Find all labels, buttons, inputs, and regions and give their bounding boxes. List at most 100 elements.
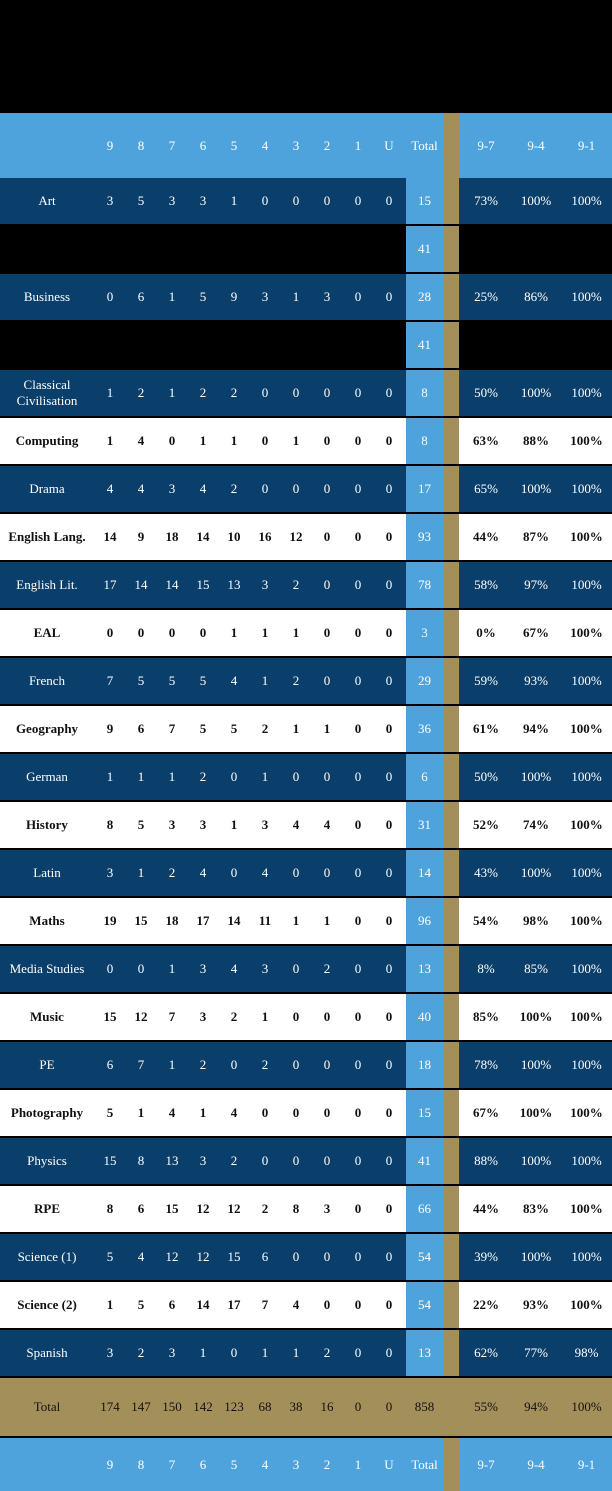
row-grade-8: 7 <box>137 1057 145 1072</box>
row-pct-9-4: 77% <box>524 1345 548 1360</box>
table-row: English Lit. 17 14 14 15 13 3 2 0 0 0 78 58% 97% 100% <box>0 562 612 608</box>
row-grade-7: 4 <box>168 1105 176 1120</box>
row-grade-U: 0 <box>385 1297 393 1312</box>
row-grade-8: 5 <box>137 193 145 208</box>
row-pct-9-1: 100% <box>570 433 603 448</box>
row-subject: Art <box>38 193 56 208</box>
row-pct-9-1: 100% <box>570 1297 603 1312</box>
table-row: Science (1) 5 4 12 12 15 6 0 0 0 0 54 39% 100% 100% <box>0 1234 612 1280</box>
divider-gold <box>443 1282 459 1328</box>
row-grade-7: 14 <box>165 577 179 592</box>
row-pct-9-1: 100% <box>570 817 603 832</box>
row-grade-3: 0 <box>292 769 300 784</box>
divider-gold <box>443 1438 459 1491</box>
row-pct-9-4: 100% <box>520 385 552 400</box>
row-total: 41 <box>406 1138 443 1184</box>
row-pct-9-1: 100% <box>571 193 602 208</box>
row-grade-1: 0 <box>354 577 362 592</box>
row-grade-2: 0 <box>323 1249 331 1264</box>
header-total: Total <box>411 137 438 153</box>
row-grade-8: 4 <box>137 481 145 496</box>
row-pct-9-4: 98% <box>523 913 549 928</box>
row-grade-8: 2 <box>137 385 145 400</box>
row-pct-9-7: 59% <box>474 673 498 688</box>
table-row: Photography 5 1 4 1 4 0 0 0 0 0 15 67% 100% 100% <box>0 1090 612 1136</box>
row-grade-7: 6 <box>168 1297 176 1312</box>
row-total: 15 <box>406 178 443 224</box>
divider-gold <box>443 802 459 848</box>
row-grade-5: 0 <box>230 865 238 880</box>
divider <box>459 113 461 178</box>
totals-grade-U: 0 <box>385 1399 393 1414</box>
divider <box>459 1438 461 1491</box>
row-grade-1: 0 <box>354 913 362 928</box>
table-row: Business 0 6 1 5 9 3 1 3 0 0 28 25% 86% 100% <box>0 274 612 320</box>
divider-gold <box>443 610 459 656</box>
row-grade-9: 7 <box>106 673 114 688</box>
row-grade-6: 5 <box>199 721 207 736</box>
row-grade-2: 0 <box>323 769 331 784</box>
row-grade-4: 1 <box>261 1009 269 1024</box>
row-total: 28 <box>406 274 443 320</box>
row-pct-9-7: 58% <box>474 577 498 592</box>
row-grade-7: 0 <box>168 433 176 448</box>
row-pct-9-7: 85% <box>473 1009 499 1024</box>
header-grade-4: 4 <box>261 1456 269 1472</box>
header-grade-7: 7 <box>168 1456 176 1472</box>
row-subject: Maths <box>29 913 65 928</box>
row-grade-9: 5 <box>106 1249 114 1264</box>
row-pct-9-1: 100% <box>570 721 603 736</box>
table-row-redacted: 41 <box>0 322 612 368</box>
row-subject: English Lang. <box>8 529 86 544</box>
row-subject: Drama <box>29 481 65 496</box>
row-grade-7: 5 <box>168 673 176 688</box>
row-subject: French <box>28 673 66 688</box>
row-grade-U: 0 <box>385 961 393 976</box>
row-grade-U: 0 <box>385 1201 393 1216</box>
row-grade-3: 8 <box>292 1201 300 1216</box>
row-grade-4: 1 <box>261 625 269 640</box>
row-pct-9-7: 39% <box>474 1249 498 1264</box>
row-subject: RPE <box>34 1201 60 1216</box>
header-grade-8: 8 <box>137 137 145 153</box>
row-grade-3: 4 <box>292 1297 300 1312</box>
row-grade-9: 3 <box>106 1345 114 1360</box>
table-row: Drama 4 4 3 4 2 0 0 0 0 0 17 65% 100% 100% <box>0 466 612 512</box>
row-grade-8 <box>126 226 156 272</box>
row-grade-9 <box>95 322 125 368</box>
header-pct-9-7: 9-7 <box>477 1456 495 1472</box>
row-grade-9: 14 <box>103 529 117 544</box>
row-grade-7: 15 <box>165 1201 179 1216</box>
row-grade-1: 0 <box>354 1345 362 1360</box>
totals-grade-9: 174 <box>100 1399 120 1414</box>
row-grade-8: 6 <box>137 1201 145 1216</box>
row-grade-2: 0 <box>323 1009 331 1024</box>
row-grade-6: 2 <box>199 385 207 400</box>
row-subject: PE <box>39 1057 55 1072</box>
row-grade-9: 8 <box>106 817 114 832</box>
row-grade-6: 12 <box>196 1201 210 1216</box>
totals-grade-1: 0 <box>354 1399 362 1414</box>
totals-total: 858 <box>414 1399 435 1414</box>
row-grade-5: 9 <box>230 289 238 304</box>
row-grade-5 <box>219 226 249 272</box>
row-grade-4: 1 <box>261 769 269 784</box>
row-grade-U: 0 <box>385 1345 393 1360</box>
row-grade-1: 0 <box>354 289 362 304</box>
header-grade-3: 3 <box>292 137 300 153</box>
row-grade-8: 6 <box>137 721 145 736</box>
row-total: 41 <box>406 322 443 368</box>
row-pct-9-4: 100% <box>520 1057 552 1072</box>
row-grade-9: 15 <box>103 1153 117 1168</box>
row-grade-9: 3 <box>106 865 114 880</box>
top-band <box>0 0 612 110</box>
row-grade-3: 12 <box>289 529 303 544</box>
row-grade-4: 2 <box>261 1057 269 1072</box>
row-pct-9-7: 43% <box>474 865 498 880</box>
row-grade-2: 0 <box>323 1297 331 1312</box>
row-grade-6 <box>188 322 218 368</box>
row-grade-5: 2 <box>230 1009 238 1024</box>
divider-gold <box>443 754 459 800</box>
row-subject: German <box>26 769 68 784</box>
row-subject: Computing <box>15 433 79 448</box>
